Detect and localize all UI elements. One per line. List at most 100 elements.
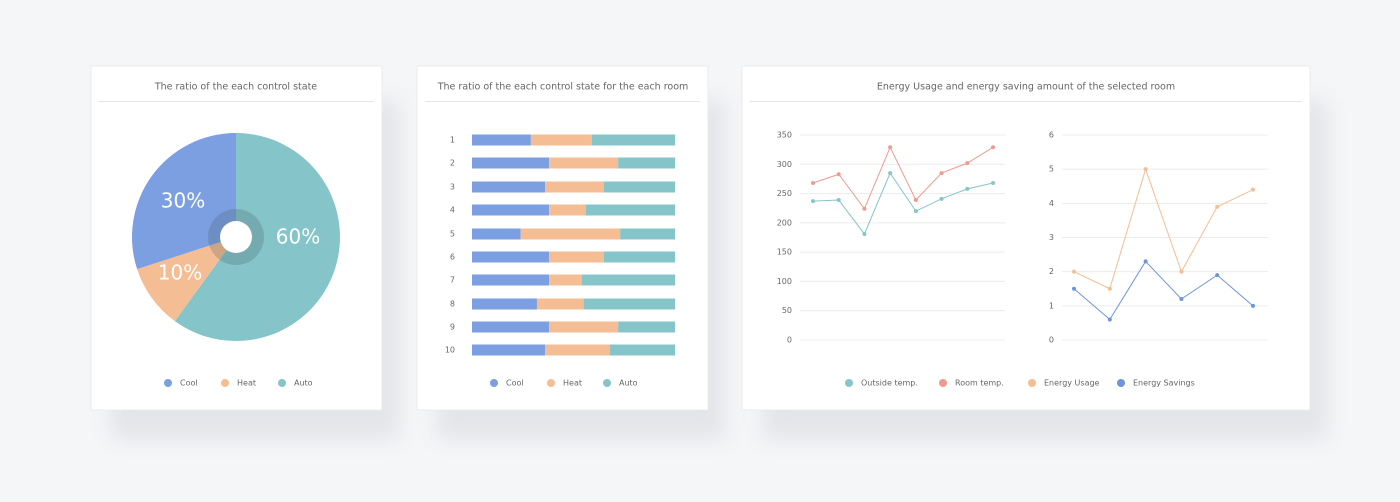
y-tick-label: 0 xyxy=(1049,336,1054,345)
panel-title: The ratio of the each control state for … xyxy=(437,82,689,93)
data-point xyxy=(836,172,841,177)
data-point xyxy=(991,145,995,150)
series-line xyxy=(1073,167,1254,290)
bar-segment xyxy=(472,228,521,240)
bar-segment xyxy=(472,251,550,263)
data-point xyxy=(939,171,944,176)
legend-swatch xyxy=(278,379,286,387)
data-point xyxy=(939,196,944,201)
bar-segment xyxy=(545,344,611,356)
bar-segment xyxy=(618,321,675,333)
legend-swatch xyxy=(547,379,555,387)
row-label: 10 xyxy=(445,346,455,355)
bar-segment xyxy=(618,157,675,169)
data-point xyxy=(888,171,893,176)
data-point xyxy=(965,186,970,191)
y-tick-label: 200 xyxy=(777,218,792,227)
row-label: 8 xyxy=(450,300,455,309)
legend-label: Room temp. xyxy=(955,379,1004,388)
data-point xyxy=(965,161,970,166)
legend-label: Cool xyxy=(180,379,198,388)
y-tick-label: 300 xyxy=(777,160,792,169)
bar-segment xyxy=(581,274,675,286)
y-tick-label: 3 xyxy=(1049,233,1054,242)
legend-swatch xyxy=(603,379,611,387)
row-label: 9 xyxy=(450,323,455,332)
data-point xyxy=(1179,297,1184,301)
legend-swatch xyxy=(1028,379,1036,387)
bar-segment xyxy=(520,228,621,240)
y-tick-label: 2 xyxy=(1049,267,1054,276)
y-tick-label: 5 xyxy=(1049,165,1054,174)
pie-slice xyxy=(174,133,340,341)
legend-label: Energy Usage xyxy=(1044,379,1100,388)
bar-segment xyxy=(472,298,537,310)
series-line xyxy=(812,146,994,210)
panel-title: The ratio of the each control state xyxy=(154,82,317,93)
row-label: 7 xyxy=(450,276,455,285)
data-point xyxy=(1107,286,1112,291)
bar-segment xyxy=(472,134,531,146)
slice-label: 10% xyxy=(158,261,202,285)
data-point xyxy=(811,199,815,204)
slice-label: 60% xyxy=(276,225,320,249)
y-tick-label: 350 xyxy=(777,131,792,140)
bar-segment xyxy=(549,251,604,263)
bar-segment xyxy=(591,134,675,146)
y-tick-label: 0 xyxy=(787,336,792,345)
data-point xyxy=(913,198,918,203)
legend-label: Outside temp. xyxy=(861,379,918,388)
legend-label: Heat xyxy=(563,379,582,388)
data-point xyxy=(1107,317,1112,322)
legend-swatch xyxy=(1117,379,1125,387)
bar-segment xyxy=(549,204,586,216)
legend-label: Cool xyxy=(506,379,524,388)
data-point xyxy=(1072,286,1076,291)
bar-segment xyxy=(472,344,546,356)
row-label: 3 xyxy=(450,183,455,192)
panel-title: Energy Usage and energy saving amount of… xyxy=(877,82,1175,93)
bar-segment xyxy=(585,204,675,216)
bar-segment xyxy=(549,321,619,333)
slice-label: 30% xyxy=(161,189,205,213)
data-point xyxy=(862,206,867,211)
data-point xyxy=(1072,269,1076,274)
legend-swatch xyxy=(164,379,172,387)
y-tick-label: 4 xyxy=(1049,199,1054,208)
legend-swatch xyxy=(490,379,498,387)
bar-segment xyxy=(545,181,604,193)
legend-label: Energy Savings xyxy=(1133,379,1195,388)
legend-label: Auto xyxy=(294,379,313,388)
data-point xyxy=(1215,204,1220,209)
bar-segment xyxy=(472,157,550,169)
y-tick-label: 1 xyxy=(1049,301,1054,310)
bar-segment xyxy=(472,321,550,333)
data-point xyxy=(1251,187,1255,192)
data-point xyxy=(888,145,893,150)
data-point xyxy=(811,181,815,186)
donut-hole xyxy=(220,221,252,253)
legend-swatch xyxy=(939,379,947,387)
data-point xyxy=(1143,259,1148,264)
y-tick-label: 6 xyxy=(1049,131,1054,140)
data-point xyxy=(1251,303,1255,308)
bar-segment xyxy=(472,274,550,286)
bar-segment xyxy=(620,228,675,240)
y-tick-label: 250 xyxy=(777,189,792,198)
legend-label: Auto xyxy=(619,379,638,388)
data-point xyxy=(913,209,918,214)
legend-swatch xyxy=(845,379,853,387)
data-point xyxy=(1143,167,1148,172)
row-label: 5 xyxy=(450,230,455,239)
row-label: 4 xyxy=(450,206,455,215)
bar-segment xyxy=(530,134,592,146)
bar-segment xyxy=(472,181,546,193)
data-point xyxy=(991,181,995,186)
row-label: 2 xyxy=(450,159,455,168)
data-point xyxy=(862,231,867,236)
legend-label: Heat xyxy=(237,379,256,388)
y-tick-label: 150 xyxy=(777,248,792,257)
data-point xyxy=(1215,273,1220,278)
pie-slice xyxy=(132,133,236,270)
